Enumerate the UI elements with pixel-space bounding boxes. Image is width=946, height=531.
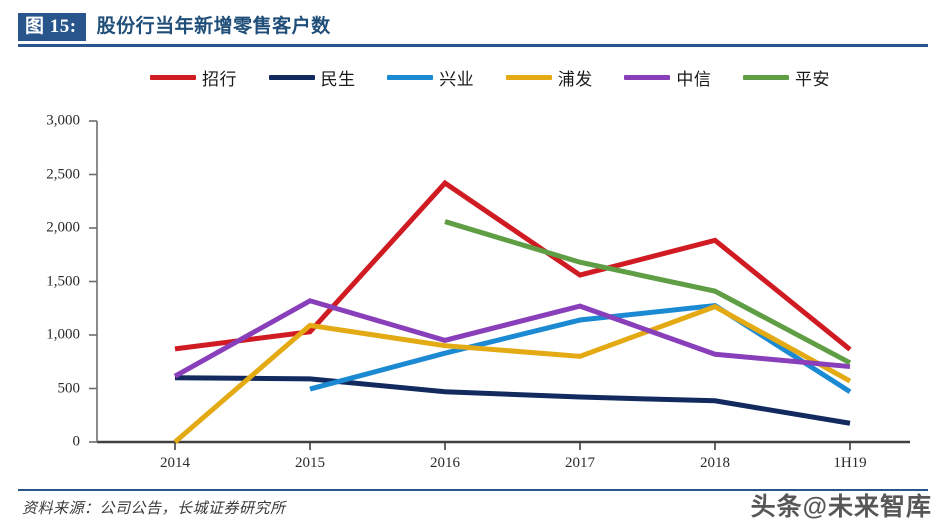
y-axis-tick-label: 3,000 — [46, 112, 80, 129]
chart-legend: 招行 民生 兴业 浦发 中信 平安 — [150, 62, 830, 92]
legend-swatch-icon — [624, 74, 671, 80]
legend-swatch-icon — [268, 74, 315, 80]
series-line-平安 — [444, 219, 852, 366]
footer-divider — [18, 489, 928, 491]
line-chart-plot — [89, 120, 910, 450]
series-line-招行 — [174, 179, 852, 352]
x-axis-tick-label: 2015 — [295, 455, 325, 471]
legend-item-民生: 民生 — [268, 65, 356, 90]
y-axis-tick-label: 1,500 — [46, 273, 80, 289]
x-axis-tick-label: 1H19 — [833, 455, 867, 471]
legend-item-中信: 中信 — [624, 65, 711, 90]
series-line-民生 — [174, 375, 851, 426]
series-line-浦发 — [173, 303, 852, 444]
legend-swatch-icon — [505, 74, 552, 80]
legend-item-招行: 招行 — [150, 65, 237, 90]
x-axis-tick-label: 2018 — [700, 455, 730, 471]
legend-item-兴业: 兴业 — [387, 65, 474, 90]
figure-number-tag: 图 15: — [18, 13, 86, 41]
page-title: 股份行当年新增零售客户数 — [96, 16, 331, 37]
y-axis-tick-label: 2,500 — [46, 166, 80, 182]
legend-item-label: 浦发 — [557, 69, 593, 89]
y-axis-tick-label: 1,000 — [46, 326, 80, 343]
x-axis-tick-label: 2014 — [160, 455, 190, 471]
x-axis-labels: 2014 2015 2016 2017 2018 1H19 — [0, 455, 946, 481]
legend-item-label: 平安 — [794, 69, 830, 89]
x-axis-tick-label: 2016 — [430, 455, 460, 471]
legend-swatch-icon — [742, 74, 789, 80]
legend-item-label: 民生 — [320, 69, 356, 89]
y-axis-labels: 0 500 1,000 1,500 2,000 2,500 3,000 — [22, 96, 80, 456]
legend-swatch-icon — [387, 74, 434, 80]
figure-header: 图 15: 股份行当年新增零售客户数 — [18, 12, 928, 42]
legend-item-平安: 平安 — [742, 65, 830, 90]
header-divider — [18, 44, 928, 47]
series-line-中信 — [173, 298, 851, 379]
watermark-label: 头条@未来智库 — [750, 493, 932, 521]
y-axis-tick-label: 0 — [72, 433, 81, 450]
legend-item-label: 招行 — [202, 69, 237, 89]
legend-item-label: 兴业 — [439, 69, 475, 89]
legend-item-浦发: 浦发 — [505, 65, 593, 90]
source-note: 资料来源：公司公告，长城证券研究所 — [22, 501, 286, 517]
legend-item-label: 中信 — [676, 69, 712, 89]
y-axis-tick-label: 500 — [57, 380, 81, 396]
x-axis-tick-label: 2017 — [565, 455, 595, 471]
legend-swatch-icon — [150, 74, 196, 80]
y-axis-tick-label: 2,000 — [46, 219, 80, 236]
